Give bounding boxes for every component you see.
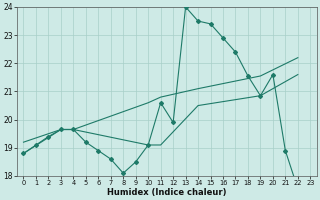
X-axis label: Humidex (Indice chaleur): Humidex (Indice chaleur): [107, 188, 227, 197]
